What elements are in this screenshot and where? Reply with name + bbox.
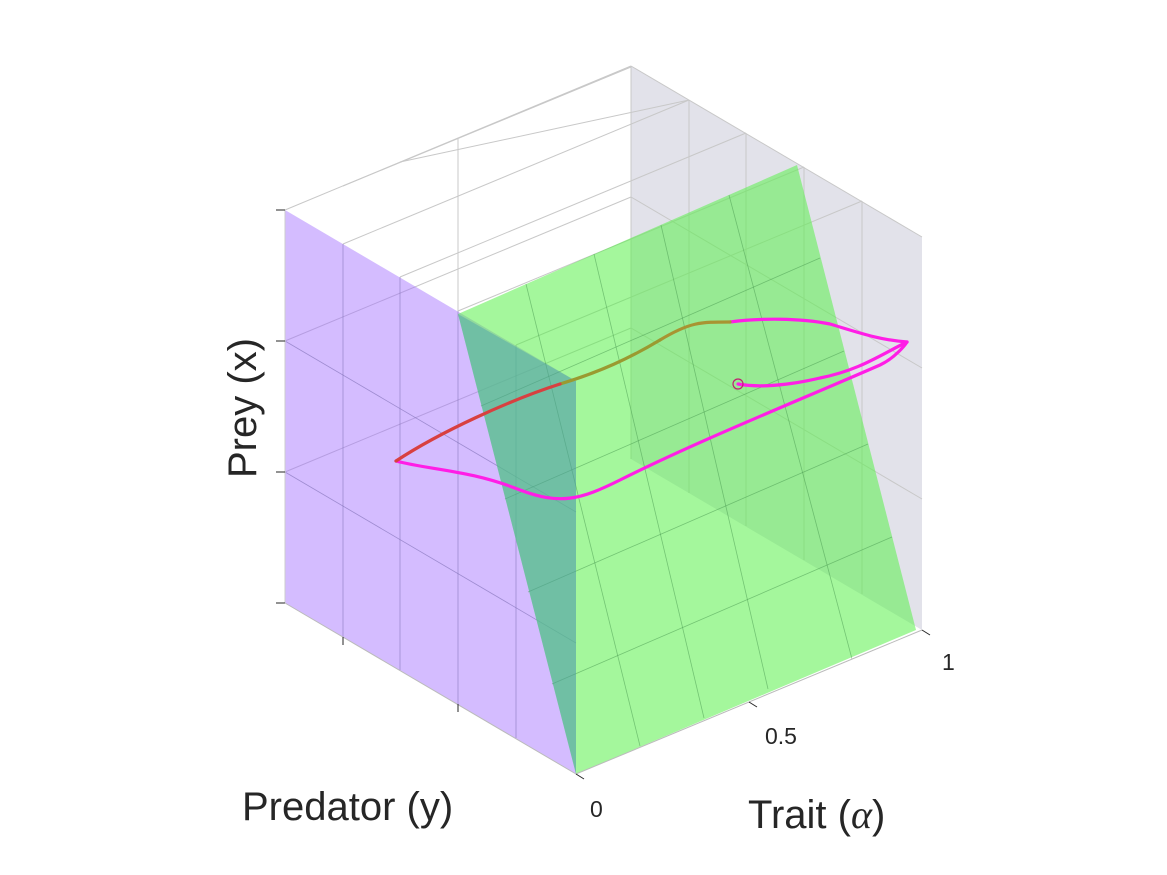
y-axis-label: Predator (y) bbox=[242, 785, 453, 829]
surface-overlap bbox=[458, 314, 576, 774]
trajectory bbox=[394, 317, 909, 501]
z-axis-label: Prey (x) bbox=[221, 338, 265, 478]
trajectory-upper-left bbox=[394, 382, 562, 463]
x-tick-1 bbox=[921, 629, 931, 636]
trajectory-lower-arc bbox=[394, 340, 909, 501]
x-tick-05 bbox=[748, 701, 758, 708]
green-surface-grid bbox=[480, 194, 893, 747]
x-axis-label-text: Trait ( bbox=[748, 793, 852, 837]
trajectory-inner-tail bbox=[736, 340, 909, 388]
x-axis-label-close: ) bbox=[872, 793, 885, 837]
x-tick-label-1: 1 bbox=[942, 649, 955, 675]
x-tick-label-0: 0 bbox=[590, 796, 603, 822]
trajectory-upper-mid bbox=[558, 338, 662, 386]
axis-lines bbox=[276, 209, 931, 780]
y-axis-line bbox=[284, 602, 577, 775]
surface-green bbox=[458, 165, 916, 774]
trajectory-upper-right bbox=[658, 320, 732, 342]
trajectory-start-marker bbox=[732, 378, 744, 390]
x-axis-label-symbol: α bbox=[851, 792, 873, 837]
trajectory-spiral-inner bbox=[728, 317, 909, 344]
x-axis-label: Trait (α) bbox=[748, 792, 885, 837]
x-tick-label-05: 0.5 bbox=[765, 723, 797, 749]
x-tick-0 bbox=[575, 773, 585, 780]
